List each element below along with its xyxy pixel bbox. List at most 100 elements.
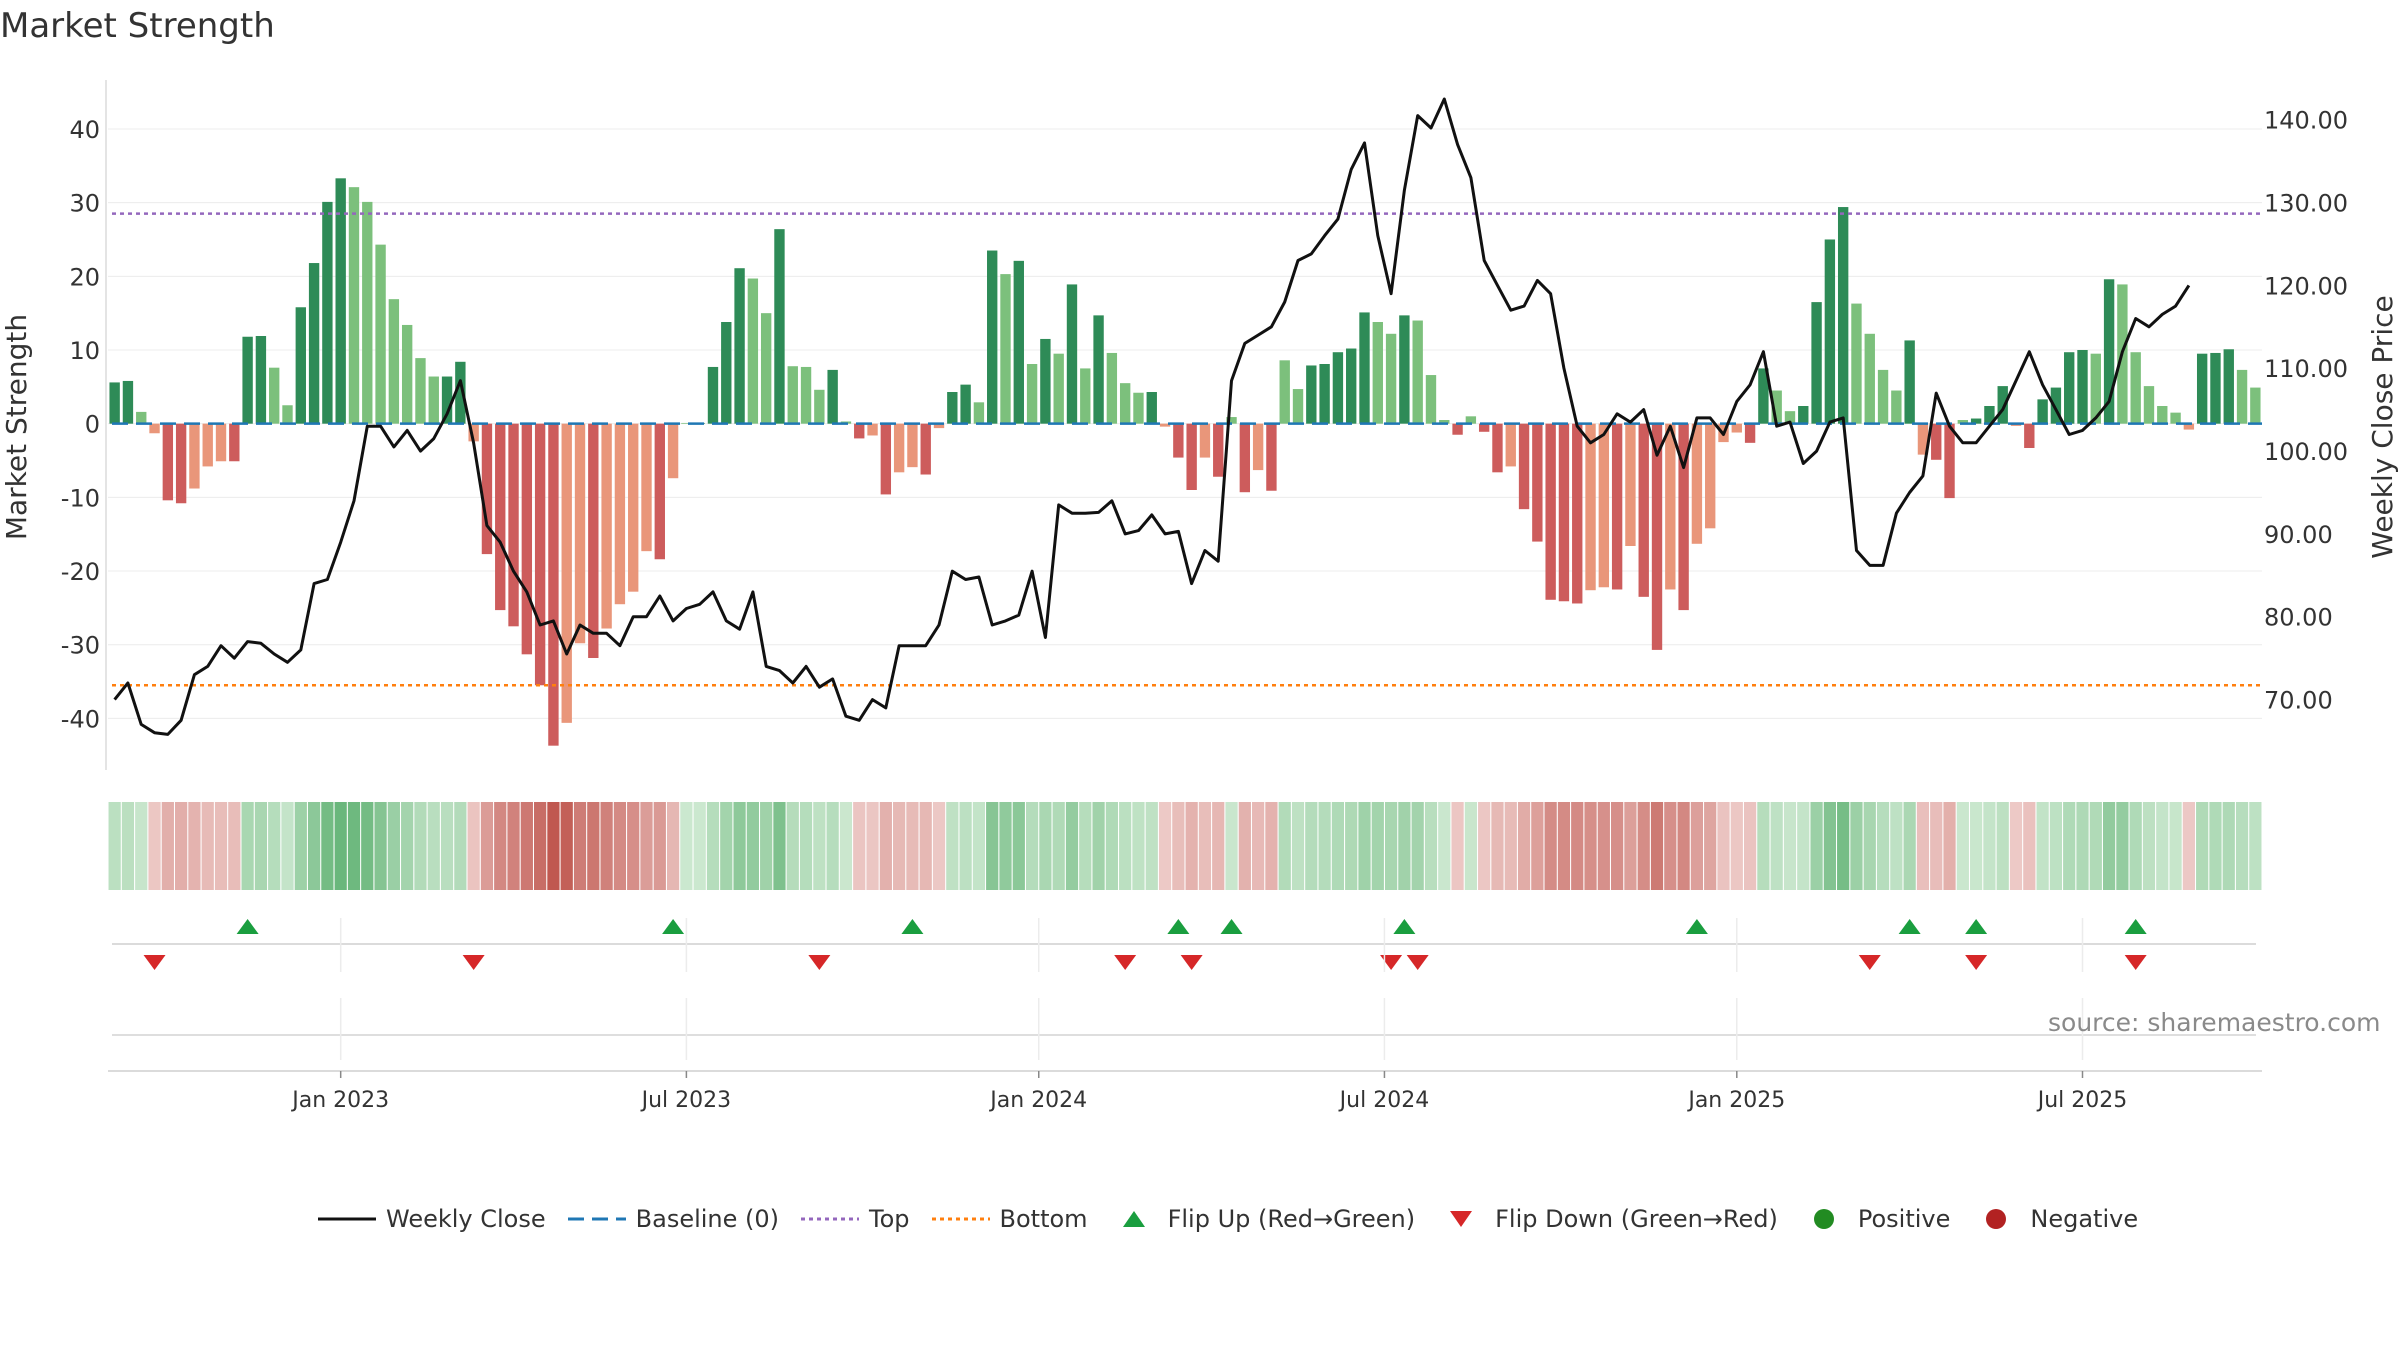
heat-cell [2023, 802, 2036, 890]
flip-up-marker [1685, 919, 1708, 934]
strength-bar [1332, 352, 1344, 424]
x-tick-label: Jan 2025 [1686, 1088, 1785, 1113]
legend-swatch [801, 1209, 869, 1229]
strength-bar [1505, 423, 1516, 467]
strength-bar [907, 423, 918, 468]
strength-bar [1598, 423, 1610, 588]
strength-bar [202, 423, 213, 467]
heat-cell [1611, 802, 1624, 890]
strength-bar [1119, 383, 1131, 424]
legend-swatch [1800, 1208, 1858, 1230]
heat-cell [932, 802, 946, 890]
strength-bar [1877, 369, 1889, 424]
heat-cell [919, 802, 932, 890]
heat-cell [1584, 802, 1597, 890]
heat-cell [2209, 802, 2222, 890]
strength-bar [122, 380, 134, 424]
heat-cell [1198, 802, 1212, 890]
strength-bar [614, 423, 626, 605]
x-axis-ticks: Jan 2023 Jul 2023 Jan 2024 Jul 2024 Jan 2025… [290, 918, 2127, 1113]
heat-cell [1225, 802, 1238, 890]
legend: Weekly Close Baseline (0) Top Bottom Flip Up… [318, 1201, 2160, 1237]
strength-bar [1106, 352, 1118, 424]
legend-item-line: Weekly Close [318, 1205, 546, 1233]
strength-bar [1252, 423, 1264, 471]
heat-cell [1012, 802, 1025, 890]
legend-item-baseline: Baseline (0) [567, 1205, 780, 1233]
strength-bar [893, 423, 905, 473]
heat-cell [214, 802, 228, 890]
legend-item-positive: Positive [1800, 1205, 1951, 1233]
y2-tick-label: 130.00 [2264, 190, 2348, 218]
heat-cell [600, 802, 613, 890]
strength-bar [508, 423, 519, 627]
heat-cell [1065, 802, 1079, 890]
heat-cell [1597, 802, 1610, 890]
heat-cell [1278, 802, 1291, 890]
strength-bar [1159, 423, 1171, 427]
heat-cell [627, 802, 640, 890]
strength-bar [1532, 423, 1543, 542]
strength-bar [933, 423, 945, 429]
strength-bar [960, 384, 971, 424]
strength-bar [255, 336, 267, 424]
flip-down-marker [1180, 955, 1203, 970]
flip-down-marker [808, 955, 831, 970]
heat-cell [1890, 802, 1903, 890]
strength-bar [1186, 423, 1197, 490]
heat-cell [2063, 802, 2076, 890]
heat-cell [1571, 802, 1584, 890]
strength-bar [1452, 423, 1463, 435]
heat-cell [520, 802, 533, 890]
heat-cell [1411, 802, 1424, 890]
heat-cell [773, 802, 786, 890]
strength-bar [1558, 423, 1570, 602]
strength-bar [814, 389, 825, 424]
legend-item-negative: Negative [1972, 1205, 2138, 1233]
heat-cell [2249, 802, 2262, 890]
strength-heat-strip [108, 802, 2262, 890]
strength-bar [1678, 423, 1689, 611]
heat-cell [494, 802, 507, 890]
strength-bar [1439, 420, 1450, 424]
heat-cell [1704, 802, 1717, 890]
heat-cell [1145, 802, 1158, 890]
strength-bar [601, 423, 612, 629]
strength-bar [1705, 423, 1716, 529]
strength-bar [2236, 369, 2248, 424]
flip-up-marker [1898, 919, 1921, 934]
flip-up-marker [662, 919, 685, 934]
heat-cell [1557, 802, 1571, 890]
heat-cell [454, 802, 467, 890]
strength-bar [867, 423, 878, 436]
heat-cell [1996, 802, 2009, 890]
heat-cell [1717, 802, 1730, 890]
heat-cell [1863, 802, 1876, 890]
strength-bar [1425, 375, 1437, 424]
flip-down-marker [1858, 955, 1881, 970]
heat-cell [121, 802, 135, 890]
legend-label: Baseline (0) [635, 1205, 780, 1233]
y-tick-label: -30 [61, 632, 100, 660]
legend-label: Bottom [999, 1205, 1088, 1233]
y2-tick-label: 80.00 [2264, 604, 2333, 632]
legend-label: Positive [1857, 1205, 1951, 1233]
strength-bar [1970, 418, 1982, 424]
heat-cell [1305, 802, 1318, 890]
heat-cell [972, 802, 986, 890]
heat-cell [653, 802, 666, 890]
strength-bar [189, 423, 200, 489]
strength-bar [760, 313, 772, 424]
heat-cell [2169, 802, 2182, 890]
strength-bar [920, 423, 931, 475]
strength-bar [574, 423, 586, 644]
strength-bar [2037, 399, 2048, 424]
strength-bar [534, 423, 546, 686]
legend-label: Negative [2030, 1205, 2139, 1233]
heat-cell [467, 802, 480, 890]
strength-bar [2250, 387, 2261, 424]
strength-bar [1691, 423, 1703, 544]
y-tick-label: 20 [69, 263, 100, 291]
strength-bar [1492, 423, 1503, 473]
heat-cell [1757, 802, 1770, 890]
